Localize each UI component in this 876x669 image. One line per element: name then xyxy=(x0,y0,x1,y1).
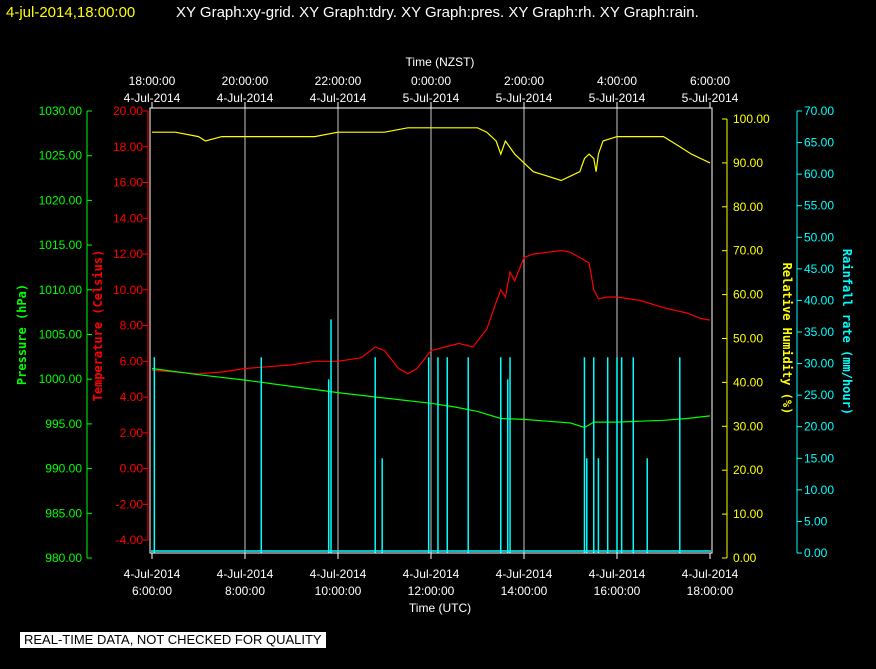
temperature-tick-label: 0.00 xyxy=(120,462,144,476)
humidity-tick-label: 50.00 xyxy=(733,332,763,346)
rain-tick-label: 45.00 xyxy=(804,262,834,276)
temperature-series-line xyxy=(151,249,711,375)
pressure-tick-label: 985.00 xyxy=(45,506,82,520)
temperature-axis-title: Temperature (Celsius) xyxy=(91,250,105,402)
pressure-tick-label: 1020.00 xyxy=(39,193,83,207)
top-tick-time: 20:00:00 xyxy=(222,74,269,88)
temperature-tick-label: 6.00 xyxy=(120,354,144,368)
temperature-tick-label: 12.00 xyxy=(113,247,143,261)
pressure-tick-label: 1025.00 xyxy=(39,149,83,163)
time-axes: 18:00:00 4-Jul-2014 20:00:00 4-Jul-2014 22:0… xyxy=(124,74,739,598)
rain-tick-label: 65.00 xyxy=(804,136,834,150)
rain-tick-label: 25.00 xyxy=(804,388,834,402)
top-tick-time: 22:00:00 xyxy=(315,74,362,88)
temperature-tick-label: -2.00 xyxy=(116,497,144,511)
pressure-axis-title: Pressure (hPa) xyxy=(15,284,29,385)
pressure-tick-label: 1010.00 xyxy=(39,283,83,297)
top-tick-date: 5-Jul-2014 xyxy=(682,91,739,105)
bottom-tick-time: 10:00:00 xyxy=(315,584,362,598)
rain-tick-label: 35.00 xyxy=(804,325,834,339)
top-tick-date: 4-Jul-2014 xyxy=(124,91,181,105)
series-layer xyxy=(151,127,711,553)
rain-tick-label: 55.00 xyxy=(804,199,834,213)
pressure-tick-label: 1030.00 xyxy=(39,104,83,118)
bottom-tick-date: 4-Jul-2014 xyxy=(682,567,739,581)
rain-tick-label: 60.00 xyxy=(804,167,834,181)
bottom-tick-time: 6:00:00 xyxy=(132,584,172,598)
grid-lines xyxy=(244,108,618,553)
bottom-tick-date: 4-Jul-2014 xyxy=(496,567,553,581)
temperature-tick-label: 14.00 xyxy=(113,211,143,225)
humidity-tick-label: 80.00 xyxy=(733,200,763,214)
bottom-tick-time: 8:00:00 xyxy=(225,584,265,598)
humidity-tick-label: 70.00 xyxy=(733,244,763,258)
humidity-tick-label: 90.00 xyxy=(733,156,763,170)
pressure-series-line xyxy=(151,367,711,429)
bottom-tick-time: 16:00:00 xyxy=(594,584,641,598)
humidity-tick-label: 100.00 xyxy=(733,112,770,126)
rain-axis-title: Rainfall rate (mm/hour) xyxy=(840,249,854,415)
temperature-tick-label: 2.00 xyxy=(120,426,144,440)
pressure-tick-label: 1000.00 xyxy=(39,372,83,386)
humidity-axis-title: Relative Humidity (%) xyxy=(780,263,794,415)
pressure-tick-label: 995.00 xyxy=(45,417,82,431)
pressure-tick-label: 1005.00 xyxy=(39,328,83,342)
top-tick-time: 18:00:00 xyxy=(129,74,176,88)
top-tick-date: 4-Jul-2014 xyxy=(310,91,367,105)
top-axis-title: Time (NZST) xyxy=(406,55,475,69)
rain-tick-label: 30.00 xyxy=(804,357,834,371)
humidity-tick-label: 20.00 xyxy=(733,463,763,477)
bottom-axis-title: Time (UTC) xyxy=(409,601,471,615)
humidity-tick-label: 0.00 xyxy=(733,551,757,565)
top-tick-time: 0:00:00 xyxy=(411,74,451,88)
value-axes: 980.00 985.00 990.00 995.00 1000.00 1005.00 10… xyxy=(15,104,854,565)
disclaimer-label: REAL-TIME DATA, NOT CHECKED FOR QUALITY xyxy=(20,632,326,648)
top-tick-date: 5-Jul-2014 xyxy=(589,91,646,105)
rain-tick-label: 20.00 xyxy=(804,420,834,434)
pressure-tick-label: 990.00 xyxy=(45,462,82,476)
top-tick-date: 5-Jul-2014 xyxy=(496,91,553,105)
temperature-tick-label: 16.00 xyxy=(113,176,143,190)
humidity-tick-label: 30.00 xyxy=(733,419,763,433)
humidity-tick-label: 60.00 xyxy=(733,288,763,302)
rain-tick-label: 40.00 xyxy=(804,293,834,307)
temperature-tick-label: 8.00 xyxy=(120,319,144,333)
pressure-tick-label: 1015.00 xyxy=(39,238,83,252)
top-tick-time: 6:00:00 xyxy=(690,74,730,88)
title-graphs: XY Graph:xy-grid. XY Graph:tdry. XY Grap… xyxy=(176,4,699,21)
bottom-tick-time: 14:00:00 xyxy=(501,584,548,598)
bottom-tick-time: 18:00:00 xyxy=(687,584,734,598)
bottom-tick-date: 4-Jul-2014 xyxy=(310,567,367,581)
rain-tick-label: 10.00 xyxy=(804,483,834,497)
top-tick-date: 5-Jul-2014 xyxy=(403,91,460,105)
temperature-tick-label: 4.00 xyxy=(120,390,144,404)
top-tick-time: 4:00:00 xyxy=(597,74,637,88)
temperature-tick-label: 10.00 xyxy=(113,283,143,297)
bottom-tick-date: 4-Jul-2014 xyxy=(217,567,274,581)
title-datetime: 4-jul-2014,18:00:00 xyxy=(6,4,135,21)
temperature-tick-label: 20.00 xyxy=(113,104,143,118)
rain-tick-label: 15.00 xyxy=(804,451,834,465)
humidity-series-line xyxy=(152,127,711,182)
top-tick-time: 2:00:00 xyxy=(504,74,544,88)
bottom-tick-date: 4-Jul-2014 xyxy=(124,567,181,581)
bottom-tick-time: 12:00:00 xyxy=(408,584,455,598)
bottom-tick-date: 4-Jul-2014 xyxy=(403,567,460,581)
rain-tick-label: 70.00 xyxy=(804,104,834,118)
rain-tick-label: 0.00 xyxy=(804,546,828,560)
temperature-tick-label: 18.00 xyxy=(113,140,143,154)
humidity-tick-label: 40.00 xyxy=(733,375,763,389)
rain-tick-label: 5.00 xyxy=(804,514,828,528)
humidity-tick-label: 10.00 xyxy=(733,507,763,521)
rain-tick-label: 50.00 xyxy=(804,230,834,244)
bottom-tick-date: 4-Jul-2014 xyxy=(589,567,646,581)
top-tick-date: 4-Jul-2014 xyxy=(217,91,274,105)
pressure-tick-label: 980.00 xyxy=(45,551,82,565)
temperature-tick-label: -4.00 xyxy=(116,533,144,547)
